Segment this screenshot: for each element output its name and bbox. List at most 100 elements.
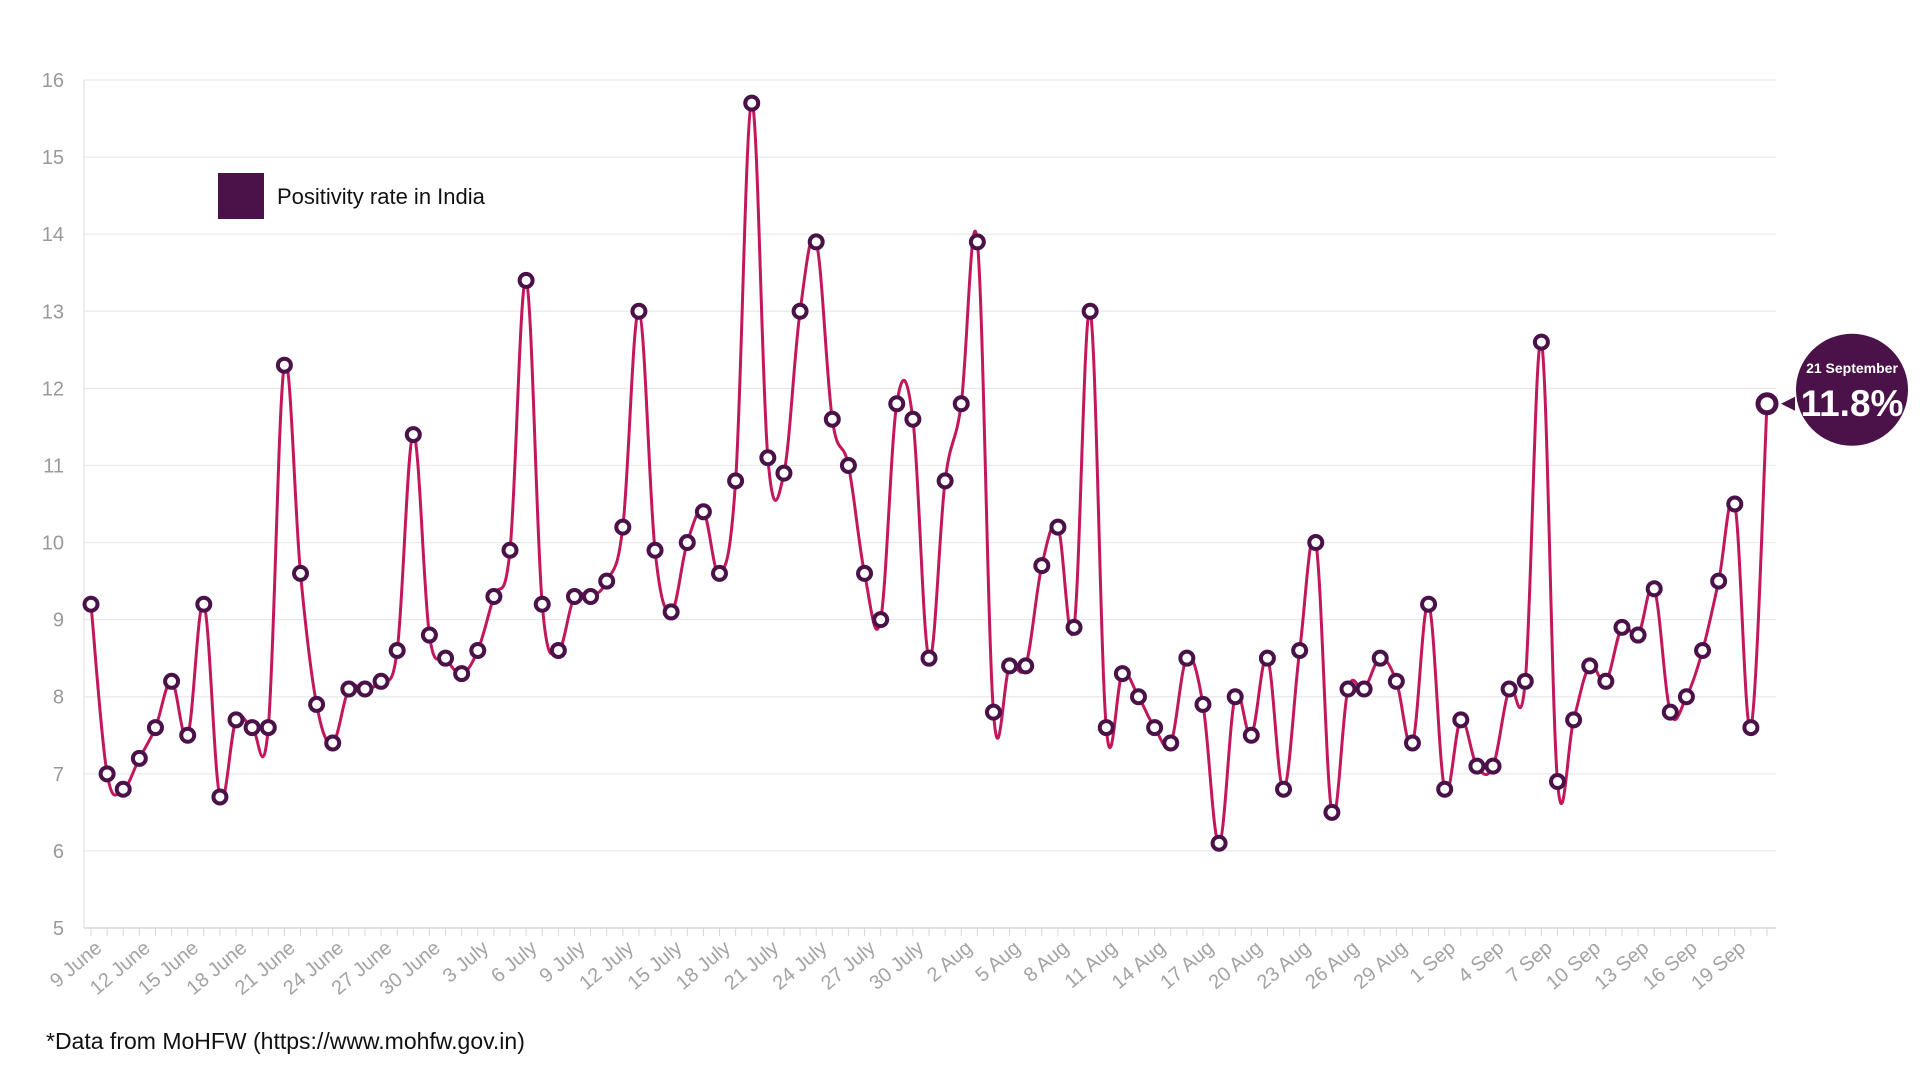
data-point: [968, 233, 986, 251]
callout-circle: [1796, 333, 1908, 446]
data-point: [1339, 680, 1357, 698]
data-point: [775, 464, 793, 482]
data-point: [340, 680, 358, 698]
data-point: [1532, 333, 1550, 351]
data-point: [1113, 665, 1131, 683]
data-point: [501, 541, 519, 559]
data-point: [872, 611, 890, 629]
data-point: [711, 564, 728, 582]
data-point: [549, 641, 567, 659]
data-point: [565, 588, 583, 606]
data-point: [292, 564, 309, 582]
data-point: [195, 595, 213, 613]
y-tick-label: 5: [53, 918, 64, 940]
data-point: [82, 595, 100, 613]
callout-value-label: 11.8%: [1801, 383, 1904, 424]
legend-swatch: [218, 173, 264, 219]
data-point: [485, 588, 503, 606]
data-point: [1130, 688, 1147, 706]
data-point: [1242, 726, 1260, 744]
data-point: [372, 672, 390, 690]
x-tick-label: 18 July: [672, 937, 735, 995]
data-point: [936, 472, 954, 490]
data-point: [1001, 657, 1019, 675]
data-point: [1694, 641, 1712, 659]
gridlines: [83, 79, 1776, 936]
data-point: [952, 395, 970, 413]
data-point: [1549, 773, 1566, 791]
data-point: [662, 603, 680, 621]
data-point: [469, 641, 487, 659]
data-point: [646, 541, 664, 559]
data-point: [678, 534, 696, 552]
data-point: [275, 356, 293, 374]
data-point: [984, 703, 1002, 721]
data-point: [453, 665, 471, 683]
data-point: [1291, 641, 1309, 659]
data-point: [1178, 649, 1196, 667]
x-tick-label: 4 Sep: [1454, 937, 1508, 987]
data-point: [1258, 649, 1276, 667]
x-tick-label: 15 July: [624, 937, 687, 995]
x-tick-label: 26 Aug: [1301, 937, 1363, 994]
x-tick-label: 24 July: [769, 937, 832, 995]
x-tick-label: 11 Aug: [1061, 937, 1122, 993]
x-tick-label: 2 Aug: [923, 937, 976, 987]
data-point: [727, 472, 745, 490]
x-tick-label: 10 Sep: [1542, 937, 1605, 995]
x-tick-label: 17 Aug: [1156, 937, 1218, 994]
data-point: [1661, 703, 1679, 721]
x-tick-label: 3 July: [439, 937, 493, 987]
data-point: [1194, 695, 1212, 713]
last-value-callout: 21 September 11.8%: [1781, 333, 1908, 446]
data-point: [1371, 649, 1389, 667]
footnote: *Data from MoHFW (https://www.mohfw.gov.…: [46, 1028, 525, 1054]
data-point: [1387, 672, 1405, 690]
series-markers: [82, 94, 1779, 852]
data-point: [791, 302, 809, 320]
data-point: [179, 726, 197, 744]
data-point: [259, 719, 277, 737]
y-tick-label: 9: [53, 610, 64, 632]
series-line: [89, 101, 1769, 845]
data-point: [211, 788, 229, 806]
data-point: [1436, 780, 1454, 798]
x-tick-label: 19 Sep: [1687, 937, 1750, 995]
data-point: [130, 749, 148, 767]
data-point: [694, 503, 712, 521]
data-point: [904, 410, 922, 428]
data-point: [114, 780, 132, 798]
y-tick-label: 6: [53, 841, 64, 863]
data-point: [1162, 734, 1180, 752]
data-point: [437, 649, 455, 667]
x-tick-label: 6 July: [487, 937, 541, 987]
x-tick-label: 5 Aug: [971, 937, 1024, 987]
data-point: [1645, 580, 1663, 598]
x-tick-label: 20 Aug: [1205, 937, 1267, 994]
data-point: [1452, 711, 1470, 729]
data-point: [1210, 834, 1228, 852]
data-point: [1581, 657, 1599, 675]
data-point: [630, 302, 648, 320]
x-tick-label: 12 July: [575, 937, 638, 995]
data-point: [1355, 680, 1373, 698]
x-tick-label: 13 Sep: [1591, 937, 1654, 995]
x-tick-label: 23 Aug: [1253, 937, 1315, 994]
data-point: [227, 711, 245, 729]
y-tick-label: 10: [42, 533, 64, 555]
data-point: [388, 641, 406, 659]
data-point: [1484, 757, 1502, 775]
data-point: [1710, 572, 1728, 590]
y-tick-label: 8: [53, 687, 64, 709]
data-point: [1049, 518, 1067, 536]
data-point: [614, 518, 632, 536]
data-point: [324, 734, 342, 752]
data-point: [888, 395, 906, 413]
data-point: [356, 680, 374, 698]
x-tick-label: 16 Sep: [1639, 937, 1702, 995]
data-point: [1742, 719, 1760, 737]
data-point: [1516, 672, 1534, 690]
